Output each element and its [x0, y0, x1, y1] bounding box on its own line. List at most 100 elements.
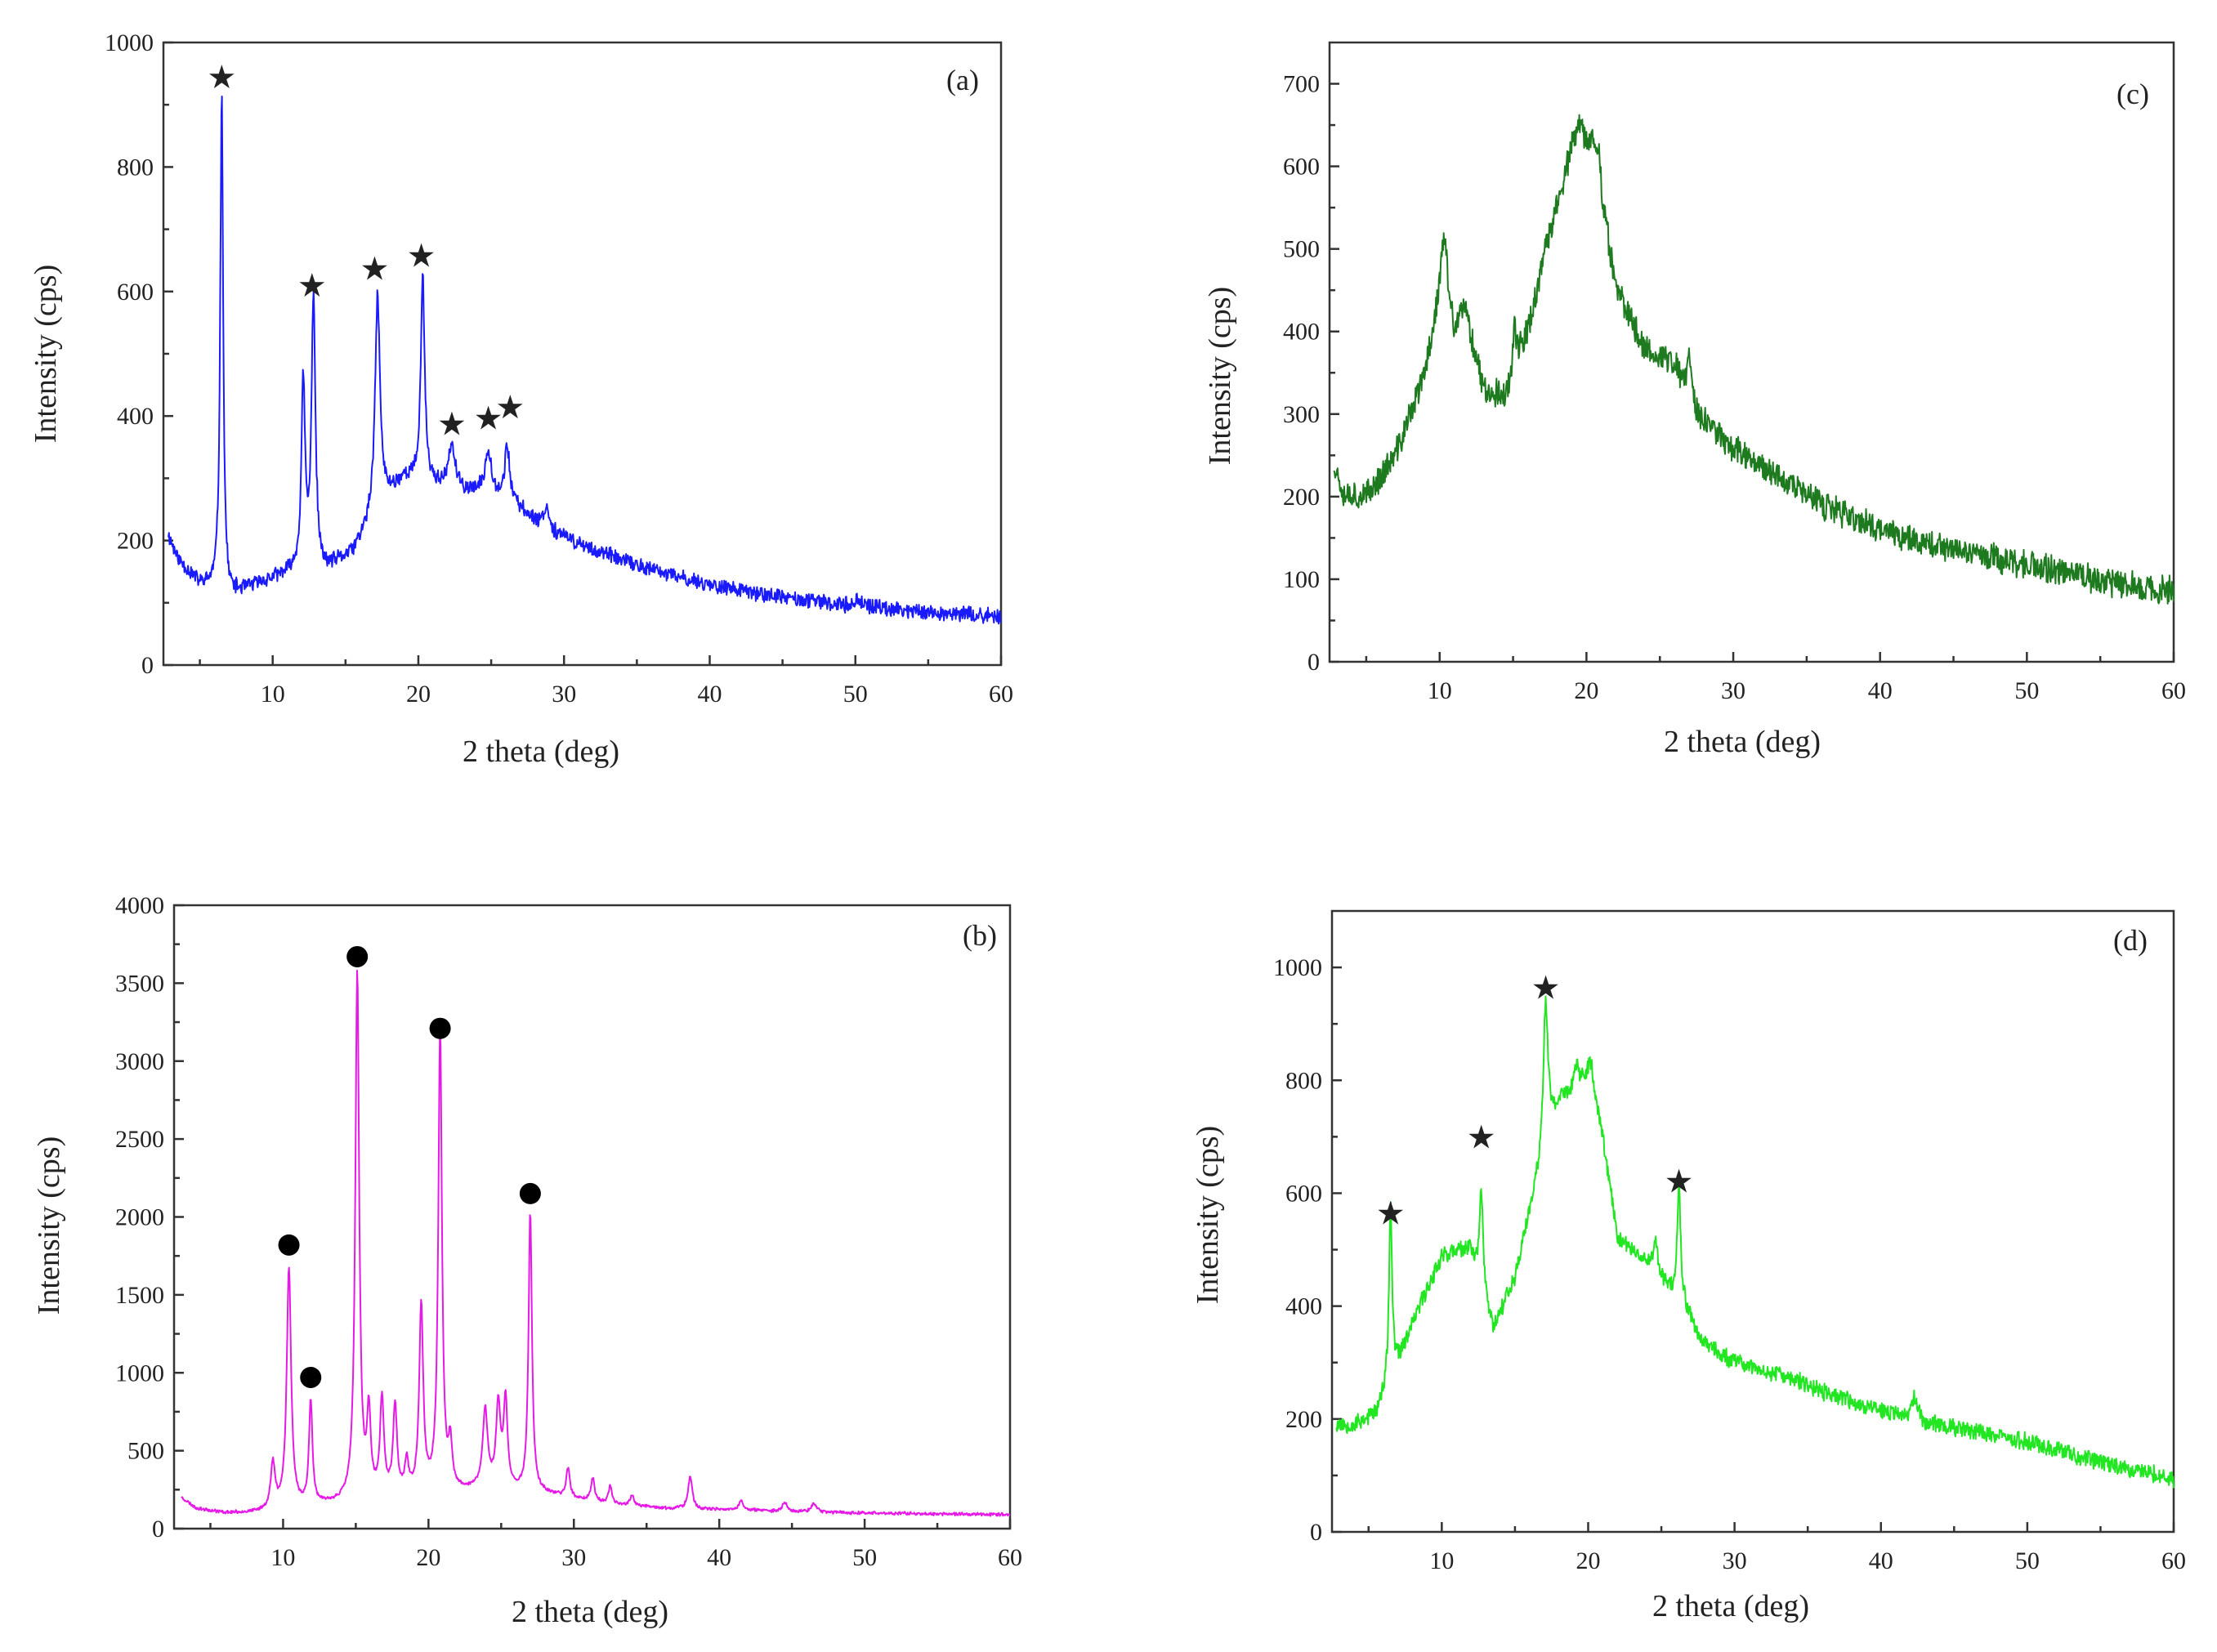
x-tick-label: 50 [2015, 1547, 2040, 1574]
y-tick-label: 800 [1285, 1067, 1322, 1094]
y-tick-label: 400 [1283, 319, 1320, 346]
y-tick-label: 4000 [115, 892, 164, 919]
x-tick-label: 10 [270, 1544, 295, 1571]
panel-label-b: (b) [963, 919, 997, 952]
x-tick-label: 10 [261, 681, 285, 708]
y-tick-label: 600 [117, 279, 154, 306]
y-tick-label: 600 [1285, 1180, 1322, 1207]
xrd-curve-d [1335, 995, 2175, 1489]
x-tick-label: 50 [2014, 677, 2039, 704]
y-tick-label: 2500 [115, 1126, 164, 1153]
x-tick-label: 20 [416, 1544, 440, 1571]
peak-marker-star: ★ [1531, 969, 1561, 1006]
y-tick-label: 0 [141, 652, 154, 679]
peak-marker-circle [278, 1234, 300, 1256]
y-tick-label: 0 [1307, 649, 1320, 676]
y-tick-label: 2000 [115, 1204, 164, 1231]
y-tick-label: 300 [1283, 401, 1320, 428]
peak-marker-star: ★ [407, 238, 436, 275]
peak-marker-star: ★ [207, 59, 236, 96]
peak-markers-b [278, 945, 541, 1388]
y-tick-label: 1000 [115, 1360, 164, 1386]
panel-label-d: (d) [2113, 924, 2148, 957]
x-tick-label: 60 [2161, 677, 2186, 704]
y-tick-label: 1000 [1273, 954, 1322, 981]
panel-label-a: (a) [946, 64, 979, 96]
y-tick-label: 0 [152, 1516, 164, 1543]
x-tick-label: 60 [2161, 1547, 2186, 1574]
peak-marker-star: ★ [495, 389, 525, 426]
y-tick-label: 600 [1283, 154, 1320, 181]
y-axis-title-b: Intensity (cps) [32, 1136, 66, 1315]
x-tick-label: 20 [406, 681, 431, 708]
x-tick-label: 10 [1428, 677, 1452, 704]
y-tick-label: 1000 [105, 29, 154, 56]
y-tick-label: 500 [127, 1438, 164, 1465]
x-tick-label: 30 [552, 681, 576, 708]
plot-frame-c [1328, 41, 2175, 663]
x-tick-label: 20 [1574, 677, 1598, 704]
x-tick-label: 30 [1721, 677, 1745, 704]
x-tick-label: 40 [1869, 1547, 1893, 1574]
y-tick-label: 400 [117, 403, 154, 430]
x-tick-label: 20 [1576, 1547, 1600, 1574]
y-tick-label: 1500 [115, 1282, 164, 1309]
x-axis-title-c: 2 theta (deg) [1664, 725, 1821, 759]
y-axis-title-d: Intensity (cps) [1191, 1126, 1225, 1304]
x-axis-title-a: 2 theta (deg) [463, 734, 619, 769]
peak-marker-star: ★ [1467, 1118, 1496, 1155]
y-tick-label: 200 [1283, 484, 1320, 511]
peak-marker-star: ★ [1376, 1195, 1406, 1232]
y-tick-label: 3000 [115, 1048, 164, 1075]
panel-label-c: (c) [2116, 78, 2149, 110]
x-tick-label: 40 [707, 1544, 731, 1571]
x-tick-label: 50 [852, 1544, 877, 1571]
peak-marker-circle [346, 945, 369, 967]
y-tick-label: 100 [1283, 566, 1320, 593]
panel-b: 10 20 30 40 50 60 0 500 1000 1500 2000 2500 3000 3500… [32, 892, 1022, 1629]
xrd-curve-a [168, 96, 1002, 625]
xrd-pattern-line [181, 969, 1011, 1517]
y-tick-label: 0 [1310, 1519, 1322, 1546]
x-tick-label: 60 [998, 1544, 1022, 1571]
peak-marker-star: ★ [360, 251, 390, 288]
peak-marker-circle [519, 1182, 541, 1204]
xrd-curve-b [181, 969, 1011, 1517]
x-tick-label: 30 [1723, 1547, 1747, 1574]
x-tick-label: 50 [843, 681, 868, 708]
x-tick-label: 30 [561, 1544, 586, 1571]
y-tick-label: 400 [1285, 1293, 1322, 1320]
peak-markers-d: ★ ★ ★ ★ [1376, 969, 1694, 1231]
peak-marker-star: ★ [1665, 1163, 1694, 1199]
xrd-pattern-line [1333, 114, 2175, 605]
y-tick-label: 200 [117, 528, 154, 555]
y-tick-label: 500 [1283, 236, 1320, 263]
y-tick-label: 3500 [115, 970, 164, 997]
plot-frame-a [162, 41, 1003, 667]
x-tick-label: 40 [697, 681, 722, 708]
y-tick-label: 800 [117, 154, 154, 181]
plot-frame-d [1330, 909, 2175, 1534]
y-tick-label: 700 [1283, 71, 1320, 98]
xrd-curve-c [1333, 114, 2175, 605]
x-axis-title-d: 2 theta (deg) [1652, 1589, 1809, 1623]
peak-marker-star: ★ [437, 405, 467, 442]
x-tick-label: 40 [1868, 677, 1893, 704]
peak-marker-star: ★ [474, 400, 503, 436]
xrd-pattern-line [168, 96, 1002, 625]
axis-ticks-b: 10 20 30 40 50 60 0 500 1000 1500 2000 2500 3000 3500… [115, 892, 1022, 1571]
y-tick-label: 200 [1285, 1406, 1322, 1433]
x-axis-title-b: 2 theta (deg) [512, 1595, 668, 1629]
y-axis-title-a: Intensity (cps) [29, 265, 63, 443]
plot-frame-b [172, 904, 1012, 1530]
peak-marker-circle [300, 1366, 322, 1388]
peak-markers-a: ★★ ★ ★★ ★★ [207, 59, 525, 442]
x-tick-label: 60 [989, 681, 1013, 708]
